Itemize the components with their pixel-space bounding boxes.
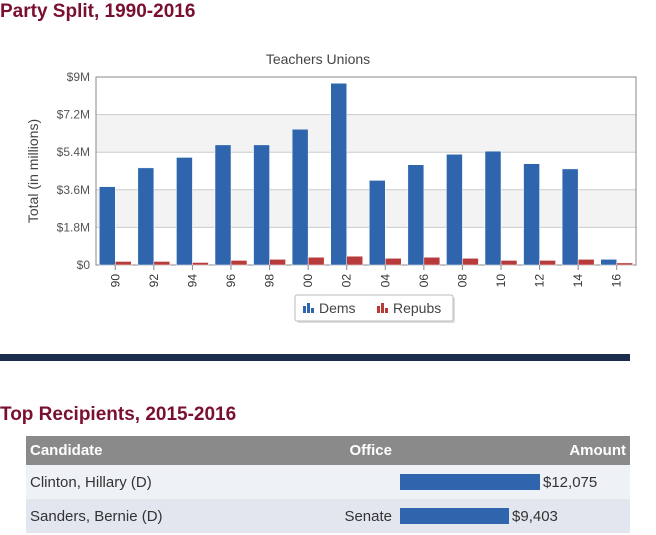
amount-cell: $12,075	[396, 465, 630, 499]
amount-cell: $9,403	[396, 499, 630, 533]
y-tick-label: $3.6M	[57, 183, 90, 197]
x-tick-label: 08	[455, 274, 469, 288]
bar-dems	[291, 128, 309, 266]
bar-dems	[369, 180, 386, 266]
bar-dems	[523, 163, 540, 266]
bar-repubs	[577, 259, 595, 266]
bar-repubs	[230, 260, 248, 266]
x-tick-label: 12	[533, 274, 547, 288]
top-recipients-table: Candidate Office Amount Clinton, Hillary…	[26, 436, 630, 533]
bar-dems	[99, 186, 116, 266]
party-split-chart: $0 $1.8M $3.6M $5.4M $7.2M $9M Teachers Unions…	[0, 42, 656, 332]
bar-repubs	[423, 257, 441, 266]
bar-dems	[214, 144, 232, 266]
top-recipients-title: Top Recipients, 2015-2016	[0, 404, 237, 425]
column-header-amount[interactable]: Amount	[396, 436, 630, 465]
bar-repubs	[115, 261, 132, 266]
bar-dems	[330, 83, 347, 266]
office-cell: Senate	[296, 499, 396, 533]
party-split-title: Party Split, 1990-2016	[0, 1, 196, 22]
bar-dems	[407, 164, 425, 266]
bar-dems	[561, 168, 579, 266]
y-tick-label: $7.2M	[57, 108, 90, 122]
table-row: Clinton, Hillary (D) $12,075	[26, 465, 630, 499]
y-axis-label: Total (in millions)	[25, 119, 41, 223]
amount-bar	[400, 474, 540, 490]
amount-value: $12,075	[543, 473, 598, 491]
legend-icon-dems-bar	[311, 308, 314, 313]
x-tick-label: 04	[378, 274, 392, 288]
bar-dems	[484, 150, 502, 266]
table-row: Sanders, Bernie (D) Senate $9,403	[26, 499, 630, 533]
x-tick-label: 94	[185, 274, 199, 288]
x-tick-label: 92	[147, 274, 161, 288]
office-cell	[296, 465, 396, 499]
bar-dems	[600, 259, 617, 266]
bar-repubs	[539, 260, 556, 266]
y-tick-label: $0	[77, 258, 91, 272]
y-tick-label: $1.8M	[57, 220, 90, 234]
x-tick-label: 02	[340, 274, 354, 288]
x-tick-label: 16	[610, 274, 624, 288]
grid-band	[96, 77, 636, 115]
legend-icon-repubs-bar	[381, 303, 384, 313]
grid-band	[96, 114, 636, 153]
chart-canvas: $0 $1.8M $3.6M $5.4M $7.2M $9M Teachers Unions…	[25, 51, 637, 323]
legend-label-dems: Dems	[319, 300, 356, 316]
section-divider	[0, 354, 630, 361]
bar-repubs	[153, 261, 171, 266]
bar-dems	[253, 144, 270, 266]
x-tick-label: 90	[108, 274, 122, 288]
legend-icon-dems-bar	[303, 306, 306, 313]
candidate-link[interactable]: Sanders, Bernie (D)	[26, 499, 296, 533]
legend-icon-repubs-bar	[377, 306, 380, 313]
legend-icon-dems-bar	[307, 303, 310, 313]
candidate-link[interactable]: Clinton, Hillary (D)	[26, 465, 296, 499]
bar-repubs	[462, 258, 479, 266]
bar-repubs	[346, 255, 363, 266]
bar-repubs	[385, 258, 402, 266]
bar-dems	[446, 154, 463, 266]
bar-repubs	[500, 260, 518, 266]
column-header-candidate[interactable]: Candidate	[26, 436, 296, 465]
legend-box	[294, 294, 454, 322]
x-tick-label: 14	[571, 274, 585, 288]
x-tick-label: 00	[301, 274, 315, 288]
amount-bar	[400, 508, 510, 524]
legend-label-repubs: Repubs	[393, 300, 441, 316]
y-tick-label: $5.4M	[57, 145, 90, 159]
x-tick-label: 06	[417, 274, 431, 288]
x-tick-label: 96	[224, 274, 238, 288]
bar-repubs	[307, 257, 325, 266]
x-tick-label: 98	[263, 274, 277, 288]
column-header-office[interactable]: Office	[296, 436, 396, 465]
x-tick-label: 10	[494, 274, 508, 288]
bar-repubs	[192, 262, 209, 266]
plot-border	[95, 76, 637, 266]
bar-repubs	[269, 259, 286, 266]
amount-value: $9,403	[512, 507, 558, 525]
bar-dems	[137, 167, 155, 266]
table-header-row: Candidate Office Amount	[26, 436, 630, 465]
chart-title: Teachers Unions	[266, 51, 370, 67]
bar-dems	[176, 157, 193, 266]
bar-repubs	[616, 262, 633, 266]
legend-icon-repubs-bar	[385, 308, 388, 313]
y-tick-label: $9M	[67, 70, 90, 84]
